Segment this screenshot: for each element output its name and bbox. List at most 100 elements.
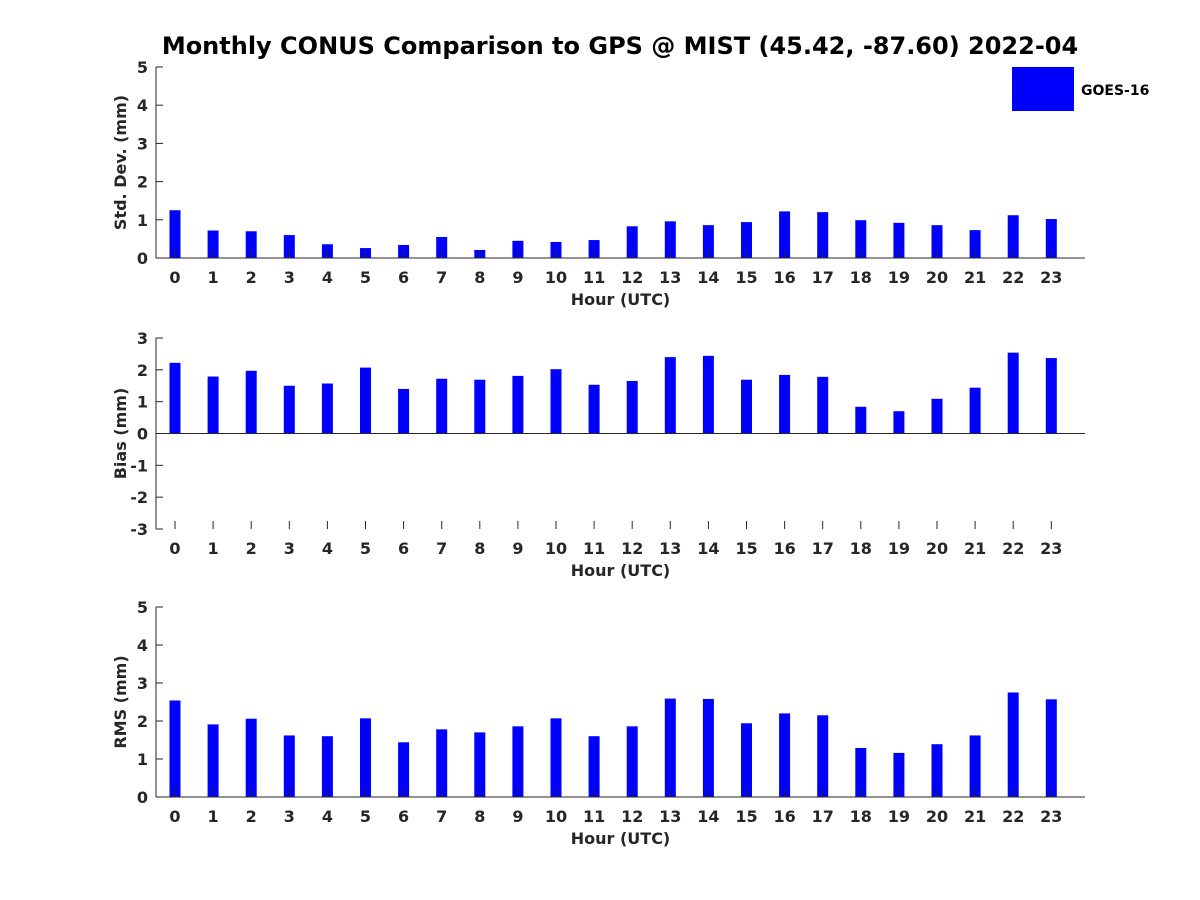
- bar-series: [169, 352, 1057, 434]
- bar: [1007, 215, 1019, 258]
- chart-title: Monthly CONUS Comparison to GPS @ MIST (…: [162, 32, 1078, 60]
- x-tick-label: 16: [773, 268, 795, 287]
- x-tick-label: 4: [322, 807, 333, 826]
- bar: [741, 222, 752, 258]
- legend-swatch: [1012, 67, 1074, 111]
- x-tick-label: 20: [926, 807, 948, 826]
- x-tick-label: 14: [697, 539, 719, 558]
- bar: [588, 736, 600, 797]
- bar: [360, 367, 371, 434]
- x-tick-label: 0: [169, 539, 180, 558]
- x-tick-label: 12: [621, 268, 643, 287]
- bar: [702, 355, 714, 434]
- x-tick-label: 0: [169, 268, 180, 287]
- x-tick-label: 3: [284, 539, 295, 558]
- bar: [626, 226, 638, 258]
- x-tick-label: 9: [512, 268, 523, 287]
- x-tick-label: 17: [812, 807, 834, 826]
- bar: [969, 387, 981, 434]
- bar: [550, 369, 562, 434]
- bar: [512, 726, 524, 797]
- legend: GOES-16: [1012, 67, 1149, 111]
- x-tick-label: 8: [474, 807, 485, 826]
- x-tick-label: 9: [512, 807, 523, 826]
- bar: [741, 723, 752, 797]
- x-tick-label: 2: [246, 807, 257, 826]
- x-tick-label: 16: [773, 539, 795, 558]
- bar: [969, 735, 981, 797]
- bar: [283, 385, 295, 434]
- x-tick-label: 11: [583, 539, 605, 558]
- x-tick-label: 17: [812, 539, 834, 558]
- bar: [207, 230, 219, 258]
- x-tick-label: 10: [545, 268, 567, 287]
- x-tick-label: 15: [735, 268, 757, 287]
- x-tick-label: 19: [888, 539, 910, 558]
- y-tick-label: 5: [137, 58, 148, 77]
- x-tick-label: 11: [583, 807, 605, 826]
- bar: [779, 713, 791, 797]
- bar: [855, 406, 867, 434]
- x-tick-label: 7: [436, 268, 447, 287]
- y-tick-label: 0: [137, 425, 148, 444]
- bar: [931, 398, 943, 434]
- y-axis-label: Std. Dev. (mm): [111, 95, 130, 230]
- bar: [550, 718, 562, 797]
- bar: [779, 211, 791, 258]
- x-tick-label: 23: [1040, 807, 1062, 826]
- x-tick-label: 22: [1002, 268, 1024, 287]
- bar: [779, 374, 791, 434]
- x-tick-label: 7: [436, 539, 447, 558]
- x-tick-label: 20: [926, 268, 948, 287]
- bar: [245, 231, 257, 258]
- bar: [321, 383, 333, 434]
- bar: [512, 375, 524, 434]
- bar: [931, 744, 943, 797]
- x-tick-label: 23: [1040, 268, 1062, 287]
- bar: [626, 726, 638, 797]
- bar: [664, 221, 676, 258]
- x-tick-label: 10: [545, 807, 567, 826]
- x-tick-label: 4: [322, 268, 333, 287]
- bar-series: [169, 210, 1057, 258]
- x-tick-label: 22: [1002, 807, 1024, 826]
- bar: [1045, 699, 1057, 797]
- legend-label: GOES-16: [1081, 83, 1149, 99]
- bar: [664, 357, 676, 434]
- y-tick-label: 3: [137, 674, 148, 693]
- bar: [360, 718, 371, 797]
- x-tick-label: 21: [964, 807, 986, 826]
- bar: [245, 718, 257, 797]
- x-tick-label: 13: [659, 539, 681, 558]
- x-tick-label: 7: [436, 807, 447, 826]
- x-tick-label: 14: [697, 807, 719, 826]
- x-tick-label: 21: [964, 268, 986, 287]
- bar: [436, 378, 448, 434]
- y-tick-label: -2: [130, 488, 148, 507]
- y-tick-label: 0: [137, 788, 148, 807]
- x-tick-label: 21: [964, 539, 986, 558]
- y-tick-label: 4: [137, 636, 148, 655]
- bar: [817, 715, 829, 797]
- x-tick-label: 20: [926, 539, 948, 558]
- x-tick-label: 19: [888, 807, 910, 826]
- x-tick-label: 18: [850, 539, 872, 558]
- x-tick-label: 10: [545, 539, 567, 558]
- x-tick-label: 13: [659, 807, 681, 826]
- y-tick-label: 0: [137, 249, 148, 268]
- bar: [169, 210, 181, 258]
- bar: [1045, 358, 1057, 434]
- x-tick-label: 5: [360, 268, 371, 287]
- bar: [550, 241, 562, 258]
- bar: [664, 698, 676, 797]
- y-tick-label: 4: [137, 96, 148, 115]
- x-tick-label: 5: [360, 807, 371, 826]
- bar: [1007, 352, 1019, 434]
- bar: [245, 370, 257, 434]
- y-tick-label: 2: [137, 173, 148, 192]
- x-axis-label: Hour (UTC): [571, 829, 671, 848]
- y-tick-label: 3: [137, 329, 148, 348]
